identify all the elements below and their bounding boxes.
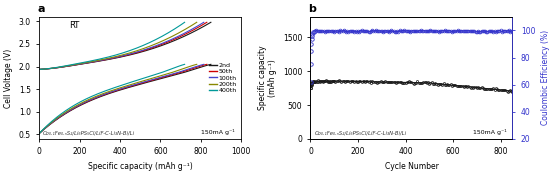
Text: a: a (37, 4, 45, 14)
Text: 150mA g⁻¹: 150mA g⁻¹ (201, 129, 235, 135)
Legend: 2nd, 50th, 100th, 200th, 400th: 2nd, 50th, 100th, 200th, 400th (208, 61, 238, 94)
Text: RT: RT (69, 20, 80, 30)
Y-axis label: Coulombic Efficiency (%): Coulombic Efficiency (%) (541, 30, 550, 125)
Text: b: b (309, 4, 316, 14)
Text: Co₀.₁Fe₀.ₙS₂/Li₆PS₅Cl/LiF-C-Li₃N-Bi/Li: Co₀.₁Fe₀.ₙS₂/Li₆PS₅Cl/LiF-C-Li₃N-Bi/Li (315, 130, 407, 135)
Y-axis label: Cell Voltage (V): Cell Voltage (V) (4, 48, 13, 107)
Text: Co₀.₁Fe₀.ₙS₂/Li₆PS₅Cl/LiF-C-Li₃N-Bi/Li: Co₀.₁Fe₀.ₙS₂/Li₆PS₅Cl/LiF-C-Li₃N-Bi/Li (43, 130, 135, 135)
X-axis label: Cycle Number: Cycle Number (384, 162, 438, 171)
X-axis label: Specific capacity (mAh g⁻¹): Specific capacity (mAh g⁻¹) (88, 162, 193, 171)
Text: 150mA g⁻¹: 150mA g⁻¹ (473, 129, 506, 135)
Y-axis label: Specific capacity
(mAh g⁻¹): Specific capacity (mAh g⁻¹) (258, 46, 277, 110)
